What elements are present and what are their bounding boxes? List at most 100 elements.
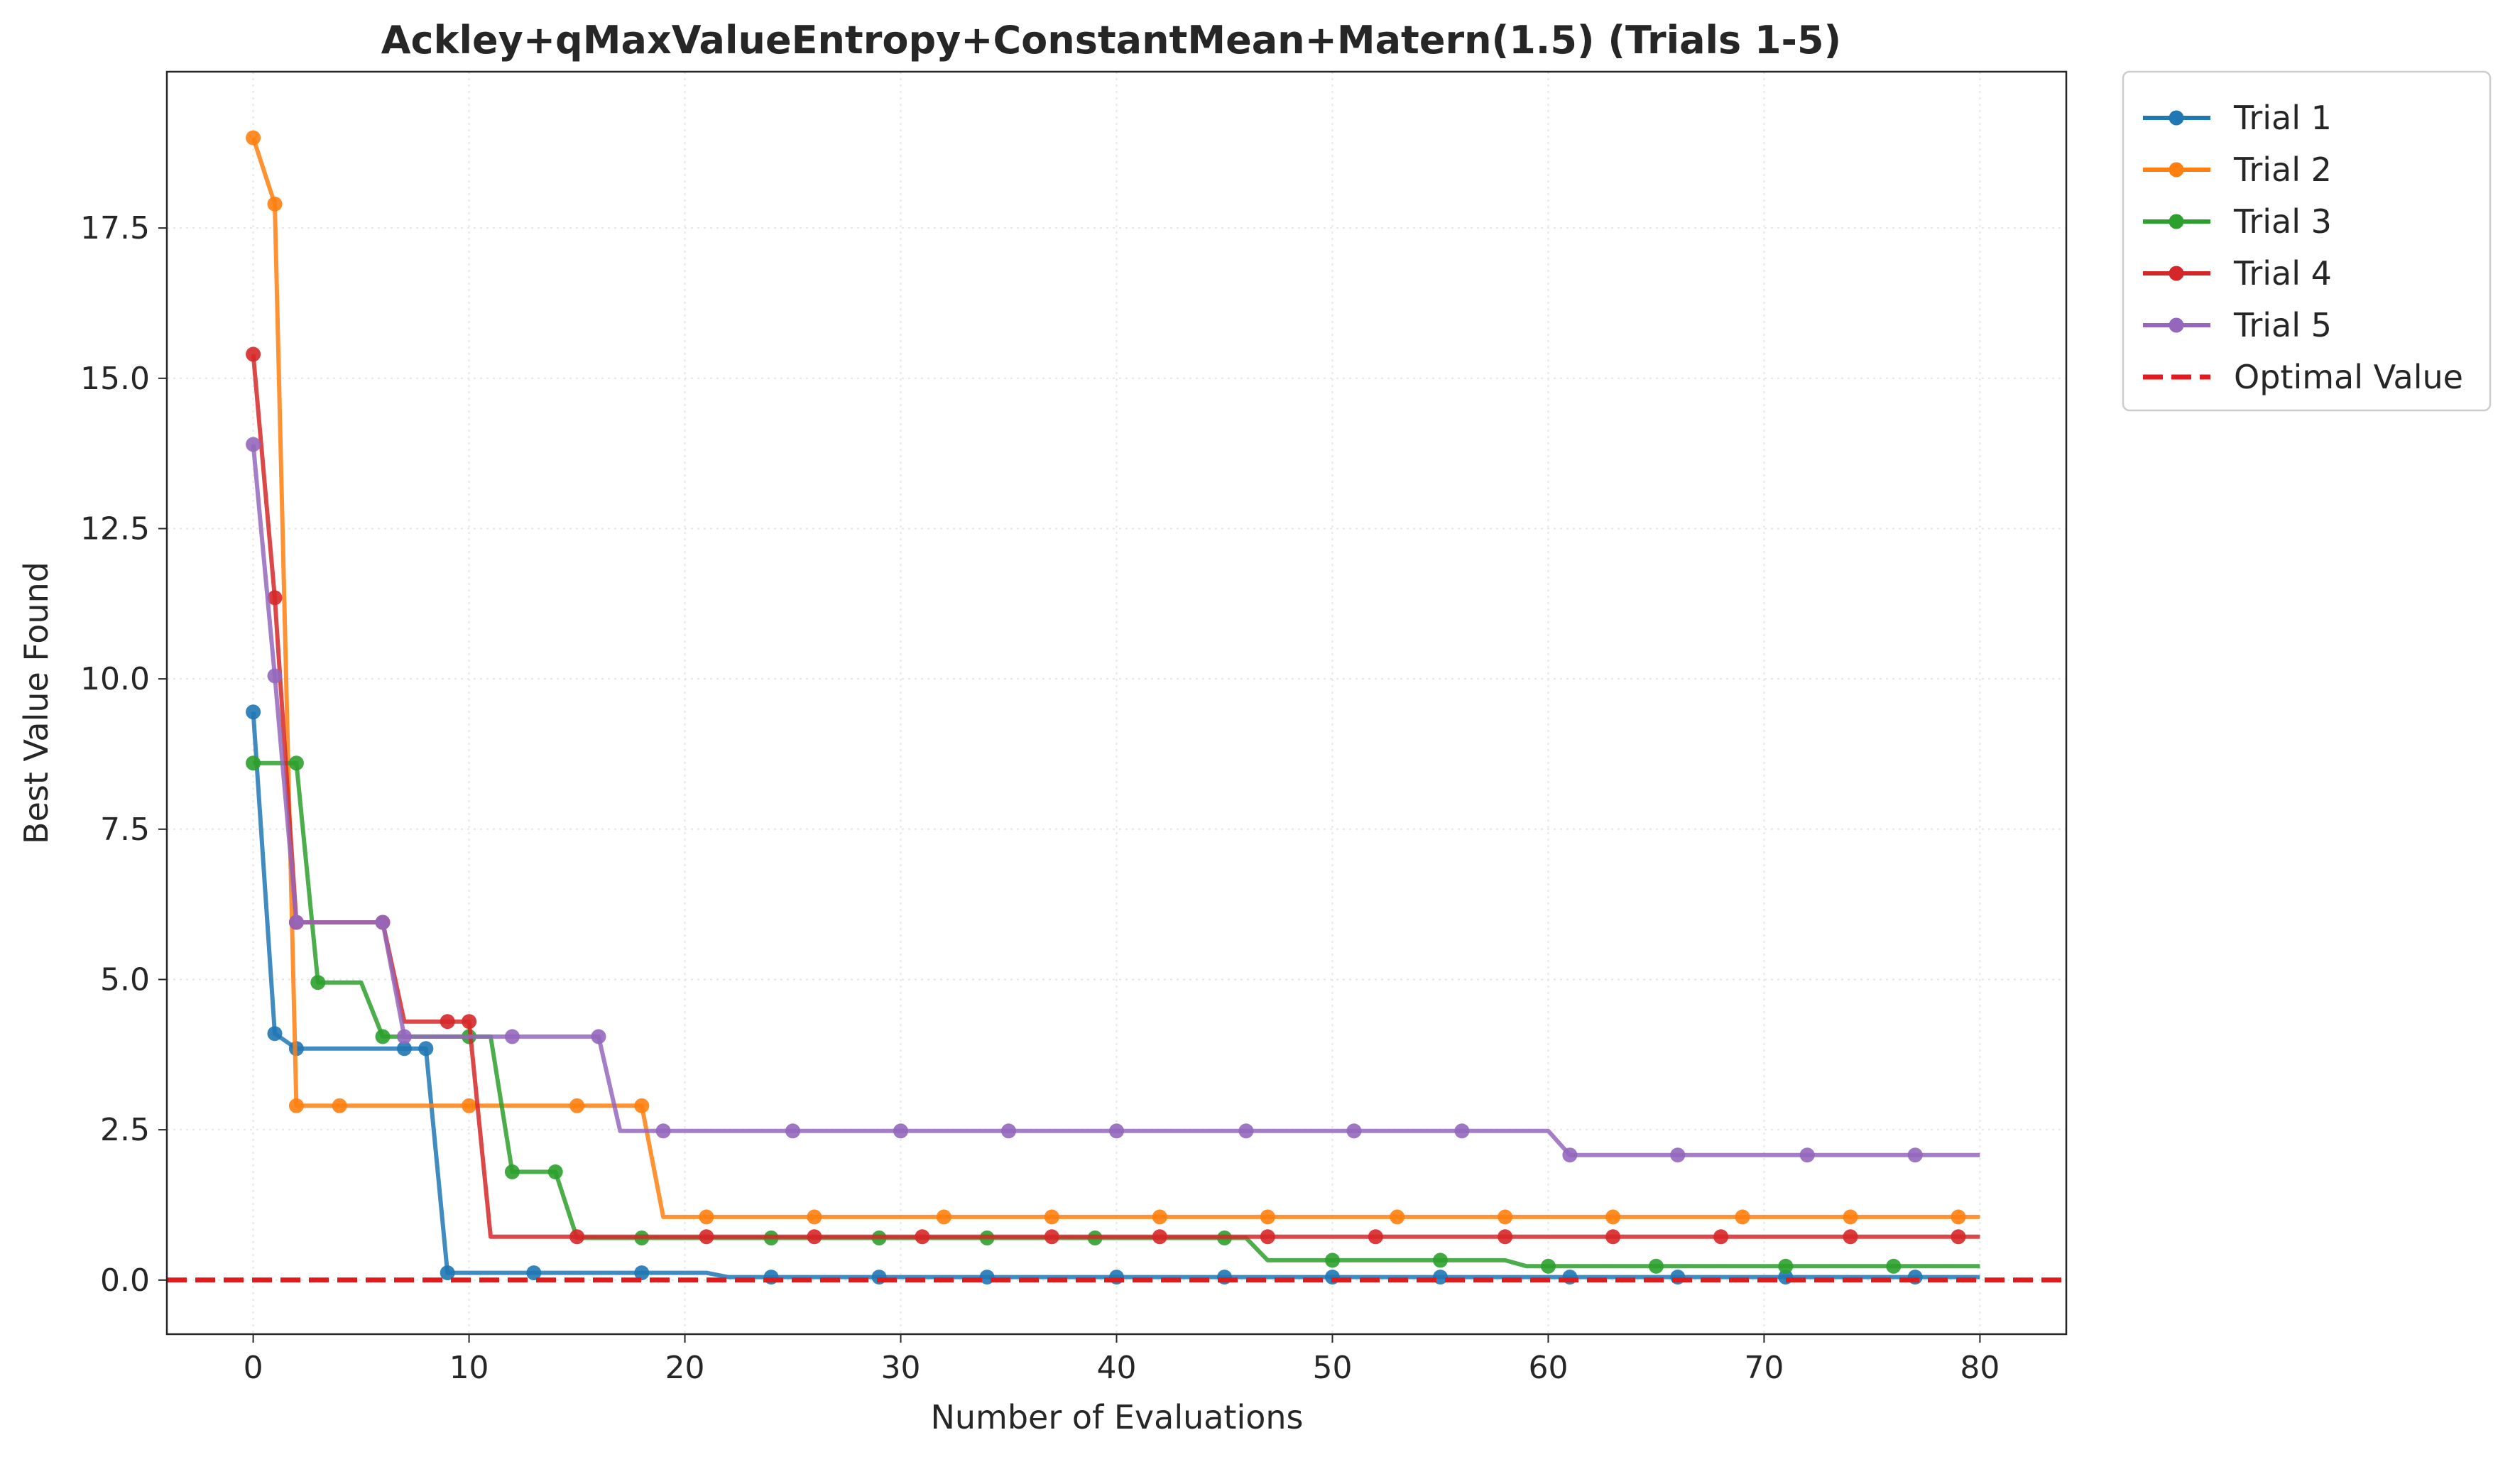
data-point bbox=[1605, 1209, 1621, 1225]
data-point bbox=[396, 1029, 412, 1044]
y-axis-label: Best Value Found bbox=[17, 562, 55, 844]
legend-marker bbox=[2169, 110, 2184, 126]
legend-frame bbox=[2122, 70, 2492, 412]
series-trial-3 bbox=[246, 755, 1980, 1274]
legend-label: Trial 3 bbox=[2233, 202, 2332, 241]
data-point bbox=[547, 1164, 563, 1179]
data-point bbox=[1799, 1147, 1815, 1163]
data-point bbox=[634, 1098, 650, 1113]
data-point bbox=[1713, 1229, 1729, 1245]
y-tick-label: 17.5 bbox=[80, 210, 150, 246]
data-point bbox=[1735, 1209, 1750, 1225]
data-point bbox=[569, 1229, 585, 1245]
legend-entry: Trial 5 bbox=[2143, 306, 2332, 344]
data-point bbox=[1843, 1229, 1858, 1245]
data-point bbox=[418, 1041, 434, 1057]
legend-entry: Trial 2 bbox=[2143, 151, 2332, 189]
data-point bbox=[267, 668, 283, 684]
data-point bbox=[246, 130, 261, 146]
y-tick-label: 10.0 bbox=[80, 661, 150, 697]
data-point bbox=[1951, 1229, 1966, 1245]
data-point bbox=[462, 1098, 477, 1113]
data-point bbox=[1390, 1209, 1405, 1225]
series-trial-5 bbox=[246, 437, 1980, 1163]
legend-entry: Trial 4 bbox=[2143, 254, 2332, 293]
data-point bbox=[288, 1098, 304, 1113]
series-line bbox=[251, 137, 1980, 1219]
data-point bbox=[1044, 1229, 1059, 1245]
data-point bbox=[504, 1164, 520, 1179]
data-point bbox=[246, 437, 261, 452]
grid-lines bbox=[167, 72, 2066, 1334]
legend-label: Trial 2 bbox=[2233, 151, 2332, 189]
data-point bbox=[785, 1123, 800, 1139]
legend-label: Optimal Value bbox=[2234, 358, 2463, 396]
data-point bbox=[246, 346, 261, 362]
x-tick-label: 0 bbox=[244, 1350, 263, 1386]
legend-entry: Trial 1 bbox=[2143, 99, 2332, 137]
data-point bbox=[332, 1098, 347, 1113]
data-point bbox=[634, 1265, 650, 1281]
x-tick-label: 80 bbox=[1960, 1350, 2000, 1386]
legend-marker bbox=[2169, 266, 2184, 281]
data-point bbox=[1648, 1258, 1664, 1274]
data-point bbox=[1886, 1258, 1902, 1274]
data-point bbox=[1907, 1147, 1923, 1163]
legend-label: Trial 4 bbox=[2233, 254, 2332, 293]
data-point bbox=[915, 1229, 930, 1245]
data-point bbox=[591, 1029, 606, 1044]
x-tick-label: 20 bbox=[665, 1350, 705, 1386]
data-point bbox=[1670, 1147, 1686, 1163]
data-point bbox=[893, 1123, 908, 1139]
series-line bbox=[251, 711, 1980, 1279]
legend-marker bbox=[2169, 317, 2184, 333]
x-tick-label: 40 bbox=[1097, 1350, 1137, 1386]
data-point bbox=[440, 1265, 455, 1281]
data-point bbox=[396, 1041, 412, 1057]
data-point bbox=[1843, 1209, 1858, 1225]
plot-frame bbox=[165, 70, 2068, 1336]
series-trial-2 bbox=[246, 130, 1980, 1225]
data-point bbox=[1433, 1270, 1448, 1285]
data-point bbox=[1044, 1209, 1059, 1225]
data-point bbox=[288, 755, 304, 771]
y-tick-label: 2.5 bbox=[100, 1112, 150, 1148]
data-point bbox=[1778, 1258, 1794, 1274]
y-tick-label: 5.0 bbox=[100, 961, 150, 998]
x-tick-label: 70 bbox=[1744, 1350, 1784, 1386]
data-point bbox=[807, 1209, 822, 1225]
legend-marker bbox=[2169, 162, 2184, 178]
y-tick-label: 7.5 bbox=[100, 812, 150, 848]
x-tick-label: 10 bbox=[449, 1350, 489, 1386]
data-point bbox=[1001, 1123, 1016, 1139]
series-trial-1 bbox=[246, 704, 1980, 1285]
data-point bbox=[1433, 1253, 1448, 1268]
data-point bbox=[267, 196, 283, 212]
data-point bbox=[699, 1209, 714, 1225]
data-point bbox=[1152, 1229, 1167, 1245]
data-point bbox=[1498, 1229, 1513, 1245]
legend: Trial 1 Trial 2 Trial 3 Trial 4 Trial 5 Optim… bbox=[2122, 70, 2492, 412]
x-axis-ticks: 0 10 20 30 40 50 60 70 80 bbox=[244, 1334, 2000, 1386]
data-point bbox=[1152, 1209, 1167, 1225]
data-point bbox=[1109, 1123, 1124, 1139]
data-point bbox=[807, 1229, 822, 1245]
series-line bbox=[251, 444, 1980, 1157]
x-tick-label: 60 bbox=[1528, 1350, 1568, 1386]
legend-label: Trial 5 bbox=[2233, 306, 2332, 344]
data-point bbox=[246, 704, 261, 720]
data-point bbox=[1260, 1229, 1275, 1245]
data-point bbox=[267, 590, 283, 606]
y-axis-ticks: 0.0 2.5 5.0 7.5 10.0 12.5 15.0 17.5 bbox=[80, 210, 167, 1299]
legend-label: Trial 1 bbox=[2233, 99, 2332, 137]
data-point bbox=[375, 915, 391, 930]
data-point bbox=[440, 1014, 455, 1030]
data-point bbox=[1260, 1209, 1275, 1225]
y-tick-label: 15.0 bbox=[80, 361, 150, 397]
series-trial-4 bbox=[246, 346, 1980, 1245]
data-point bbox=[699, 1229, 714, 1245]
data-point bbox=[655, 1123, 671, 1139]
data-point bbox=[1562, 1147, 1578, 1163]
data-point bbox=[526, 1265, 542, 1281]
